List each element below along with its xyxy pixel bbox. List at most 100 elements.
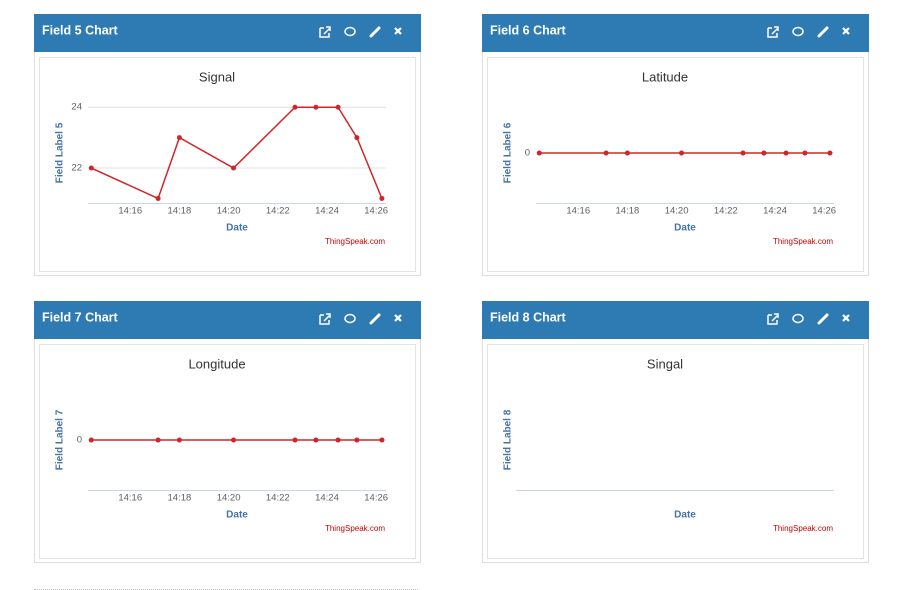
x-tick-label: 14:16 [118,493,142,504]
point [827,150,833,156]
chart: Field 7 Chart Longitude Field Label 7 Date T… [34,301,421,563]
x-tick-label: 14:24 [763,206,787,217]
point [354,437,360,443]
point [679,150,685,156]
x-tick-label: 14:26 [364,493,388,504]
point [176,135,182,141]
panel-header [482,301,869,339]
point [292,437,298,443]
point [335,437,341,443]
chart-panel: Field 5 Chart Signal Field Label 5 Date Thin… [34,14,421,276]
x-tick-label: 14:20 [665,206,689,217]
point [313,104,319,110]
panel-title: Field 7 Chart [42,310,119,324]
comment-icon[interactable] [344,26,356,37]
close-icon[interactable] [842,314,850,322]
point [379,195,385,201]
x-tick-label: 14:22 [266,206,290,217]
panel-title: Field 8 Chart [490,310,567,324]
chart-panel: Field 8 Chart Singal Field Label 8 Date Thin… [482,301,869,563]
credit: ThingSpeak.com [325,237,385,246]
chart-box [487,344,864,559]
x-tick-label: 14:26 [812,206,836,217]
y-axis-label: Field Label 7 [55,409,66,470]
edit-icon[interactable] [817,26,829,38]
panel-header [482,14,869,52]
chart-title: Signal [199,69,235,84]
x-tick-label: 14:18 [168,493,192,504]
x-tick-label: 14:24 [315,493,339,504]
chart-panel: Field 7 Chart Longitude Field Label 7 Date T… [34,301,421,563]
y-axis-label: Field Label 5 [55,122,66,183]
x-tick-label: 14:18 [616,206,640,217]
x-tick-label: 14:16 [566,206,590,217]
open-icon[interactable] [319,26,331,38]
panel-title: Field 6 Chart [490,23,567,37]
x-tick-label: 14:26 [364,206,388,217]
x-tick-label: 14:16 [118,206,142,217]
credit: ThingSpeak.com [773,524,833,533]
point [231,165,237,171]
open-icon[interactable] [767,26,779,38]
x-axis-label: Date [674,223,696,234]
chart-title: Longitude [188,356,245,371]
credit: ThingSpeak.com [773,237,833,246]
x-tick-label: 14:20 [217,493,241,504]
open-icon[interactable] [319,313,331,325]
panel-header [34,14,421,52]
chart-box [487,57,864,272]
chart-panel: Field 6 Chart Latitude Field Label 6 Date Th… [482,14,869,276]
y-tick-label: 0 [525,148,530,159]
point [335,104,341,110]
panel-title: Field 5 Chart [42,23,119,37]
point [603,150,609,156]
point [292,104,298,110]
point [783,150,789,156]
point [802,150,808,156]
y-tick-label: 24 [71,102,82,113]
point [379,437,385,443]
edit-icon[interactable] [817,313,829,325]
point [176,437,182,443]
y-axis-label: Field Label 8 [503,409,514,470]
point [740,150,746,156]
point [624,150,630,156]
x-tick-label: 14:22 [714,206,738,217]
panel-header [34,301,421,339]
close-icon[interactable] [394,314,402,322]
point [231,437,237,443]
x-tick-label: 14:18 [168,206,192,217]
x-axis-label: Date [226,510,248,521]
chart: Field 5 Chart Signal Field Label 5 Date Thin… [34,14,421,276]
close-icon[interactable] [842,27,850,35]
credit: ThingSpeak.com [325,524,385,533]
point [313,437,319,443]
point [354,135,360,141]
comment-icon[interactable] [792,313,804,324]
comment-icon[interactable] [344,313,356,324]
chart-title: Singal [647,356,683,371]
x-axis-label: Date [226,223,248,234]
point [155,437,161,443]
point [88,165,94,171]
y-axis-label: Field Label 6 [503,122,514,183]
chart: Field 8 Chart Singal Field Label 8 Date Thin… [482,301,869,563]
y-tick-label: 0 [77,435,82,446]
y-tick-label: 22 [71,163,82,174]
chart-box [39,344,416,559]
point [761,150,767,156]
chart-title: Latitude [642,69,688,84]
point [155,195,161,201]
open-icon[interactable] [767,313,779,325]
chart: Field 6 Chart Latitude Field Label 6 Date Th… [482,14,869,276]
x-tick-label: 14:20 [217,206,241,217]
comment-icon[interactable] [792,26,804,37]
edit-icon[interactable] [369,26,381,38]
point [536,150,542,156]
close-icon[interactable] [394,27,402,35]
x-axis-label: Date [674,510,696,521]
x-tick-label: 14:22 [266,493,290,504]
point [88,437,94,443]
edit-icon[interactable] [369,313,381,325]
